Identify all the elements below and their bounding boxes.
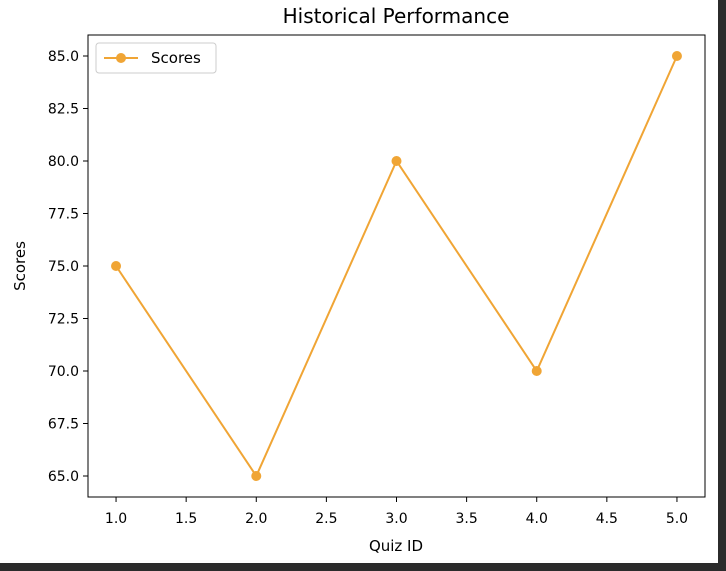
data-point	[391, 156, 402, 166]
data-point	[251, 471, 262, 481]
legend-marker-swatch	[116, 53, 126, 63]
y-tick-label: 85.0	[48, 49, 79, 65]
x-axis: 1.0 1.5 2.0 2.5 3.0 3.5 4.0 4.5 5.0	[105, 497, 688, 527]
y-tick-label: 70.0	[48, 364, 79, 380]
x-tick-label: 2.5	[315, 511, 337, 527]
x-tick-label: 1.5	[175, 511, 197, 527]
window-frame-bottom	[0, 563, 726, 571]
y-axis-label: Scores	[11, 241, 29, 291]
data-point	[111, 261, 122, 271]
legend-label: Scores	[151, 49, 201, 67]
y-tick-label: 75.0	[48, 259, 79, 275]
series-line	[115, 55, 678, 479]
y-tick-label: 72.5	[48, 312, 79, 328]
y-tick-label: 67.5	[48, 417, 79, 433]
y-tick-label: 80.0	[48, 154, 79, 170]
x-tick-label: 1.0	[105, 511, 127, 527]
x-tick-label: 4.0	[526, 511, 548, 527]
x-axis-label: Quiz ID	[369, 537, 423, 555]
window-frame-right	[718, 0, 726, 571]
data-point	[531, 366, 542, 376]
y-tick-label: 82.5	[48, 102, 79, 118]
x-tick-label: 3.5	[455, 511, 477, 527]
figure-canvas: Historical Performance 1.0 1.5 2.0 2.5 3.0 3.…	[0, 0, 718, 563]
x-tick-label: 5.0	[666, 511, 688, 527]
x-tick-label: 4.5	[596, 511, 618, 527]
y-tick-label: 65.0	[48, 469, 79, 485]
y-axis: 65.0 67.5 70.0 72.5 75.0 77.5 80.0 82.5 85.0	[48, 49, 88, 485]
legend: Scores	[95, 42, 217, 74]
plot-area	[111, 51, 682, 481]
x-tick-label: 3.0	[385, 511, 407, 527]
data-point	[671, 51, 682, 61]
chart-title: Historical Performance	[283, 4, 510, 28]
axes-frame	[87, 34, 706, 498]
x-tick-label: 2.0	[245, 511, 267, 527]
y-tick-label: 77.5	[48, 207, 79, 223]
legend-box	[95, 42, 217, 74]
line-chart: Historical Performance 1.0 1.5 2.0 2.5 3.0 3.…	[11, 4, 706, 555]
